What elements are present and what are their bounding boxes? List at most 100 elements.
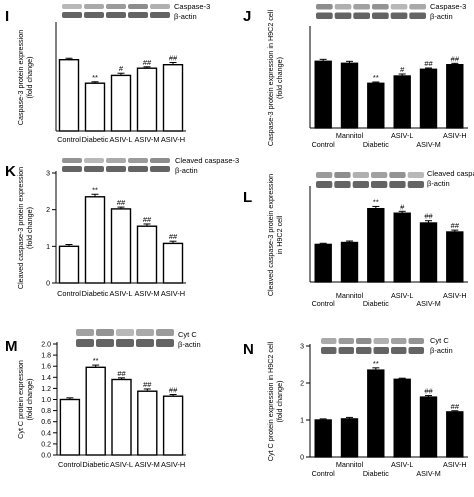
blot-band-target	[389, 172, 406, 178]
significance-mark: ##	[143, 380, 152, 389]
blot-label-actin: β-actin	[427, 179, 450, 188]
y-tick-label: 1.6	[41, 364, 51, 371]
blot-band-target	[338, 338, 354, 344]
blot-band-actin	[390, 12, 408, 19]
chart-panel-m: M Cyt Cβ-actin Cyt C protein expression (fo…	[5, 329, 201, 469]
blot-label-target: Caspase-3	[430, 2, 466, 11]
panel-letter: M	[5, 338, 18, 355]
x-tick-label: ASIV-M	[416, 140, 440, 149]
blot-band-target	[150, 4, 170, 9]
x-tick-label: Control	[312, 140, 336, 149]
y-tick-label: 1.0	[41, 397, 51, 404]
blot-band-actin	[356, 347, 372, 354]
blot-label-actin: β-actin	[178, 340, 201, 349]
y-axis-label: (fold change)	[275, 57, 284, 99]
x-tick-label: Diabetic	[363, 140, 389, 149]
x-tick-label: ASIV-L	[109, 289, 132, 298]
blot-band-actin	[353, 12, 370, 19]
blot-band-actin	[84, 166, 104, 172]
chart-panel-k: K Cleaved caspase-3β-actin Cleaved caspase…	[5, 156, 239, 298]
y-tick-label: 0.4	[41, 430, 51, 437]
bar-asiv-h	[446, 411, 464, 458]
blot-band-target	[76, 329, 94, 336]
blot-band-actin	[84, 12, 104, 18]
y-axis-label: (fold change)	[25, 57, 34, 99]
y-tick-label: 0.6	[41, 419, 51, 426]
blot-band-actin	[373, 347, 389, 354]
significance-mark: **	[93, 356, 99, 365]
x-tick-label: ASIV-H	[443, 291, 467, 300]
significance-mark: ##	[143, 58, 152, 67]
y-axis-label: (fold change)	[25, 379, 34, 421]
panel-letter: N	[243, 341, 254, 358]
x-tick-label: ASIV-L	[391, 131, 413, 140]
bar-asiv-l	[393, 212, 411, 283]
blot-band-target	[390, 4, 408, 10]
panel-letter: L	[243, 189, 252, 206]
bar-mannitol	[340, 62, 359, 129]
blot-band-actin	[409, 12, 426, 19]
blot-band-target	[150, 158, 170, 163]
significance-mark: #	[400, 202, 405, 211]
y-tick-label: 0	[300, 455, 304, 462]
significance-mark: **	[373, 359, 379, 368]
blot-band-target	[334, 172, 351, 178]
x-tick-label: ASIV-H	[443, 131, 467, 140]
blot-band-actin	[321, 347, 337, 354]
x-tick-label: Control	[58, 460, 82, 469]
blot-band-target	[316, 4, 333, 10]
x-tick-label: Control	[57, 289, 81, 298]
y-axis-label: Caspase-3 protein expression	[16, 30, 25, 126]
y-axis-label: Cleaved caspase-3 protein expression	[16, 167, 25, 289]
bar-mannitol	[340, 241, 359, 283]
significance-mark: ##	[424, 59, 433, 68]
y-tick-label: 3	[46, 171, 50, 178]
x-tick-label: ASIV-M	[134, 135, 159, 144]
y-tick-label: 1.2	[41, 386, 51, 393]
blot-label-target: Cleaved caspase-3	[427, 169, 474, 178]
significance-mark: ##	[451, 221, 460, 230]
bar-control	[58, 59, 80, 132]
y-axis-label: (fold change)	[25, 207, 34, 249]
bar-asiv-m	[419, 396, 438, 458]
significance-mark: **	[373, 197, 379, 206]
blot-band-target	[353, 4, 370, 10]
x-tick-label: Diabetic	[363, 299, 389, 308]
panel-letter: K	[5, 163, 16, 180]
blot-band-target	[373, 338, 389, 344]
x-tick-label: Control	[57, 135, 81, 144]
bar-control	[314, 419, 332, 458]
blot-band-actin	[136, 339, 154, 347]
blot-band-target	[84, 158, 104, 163]
bar-diabetic	[84, 82, 106, 132]
blot-band-actin	[338, 347, 354, 354]
x-tick-label: ASIV-L	[391, 460, 413, 469]
bar-diabetic	[367, 207, 385, 283]
blot-band-target	[334, 4, 352, 10]
x-tick-label: ASIV-L	[110, 460, 133, 469]
bar-asiv-h	[162, 63, 184, 132]
blot-band-actin	[389, 181, 406, 188]
x-tick-label: Mannitol	[336, 291, 364, 300]
y-tick-label: 0.2	[41, 441, 51, 448]
blot-band-target	[128, 4, 148, 9]
blot-band-actin	[116, 339, 134, 347]
blot-band-target	[136, 329, 154, 336]
x-tick-label: Diabetic	[82, 289, 109, 298]
chart-panel-l: L Cleaved caspase-3β-actin Cleaved caspase…	[243, 169, 474, 308]
bar-asiv-m	[419, 222, 438, 283]
x-tick-label: Diabetic	[82, 460, 109, 469]
y-tick-label: 1.4	[41, 375, 51, 382]
bar-asiv-l	[393, 378, 411, 458]
blot-band-actin	[150, 166, 170, 172]
blot-band-actin	[391, 347, 407, 354]
bar-asiv-m	[137, 390, 158, 456]
bar-asiv-h	[162, 395, 184, 456]
blot-band-actin	[106, 12, 126, 18]
blot-band-target	[96, 329, 114, 336]
x-tick-label: ASIV-H	[161, 289, 185, 298]
x-tick-label: ASIV-H	[443, 460, 467, 469]
bar-mannitol	[340, 418, 359, 458]
y-tick-label: 0.8	[41, 408, 51, 415]
blot-label-actin: β-actin	[430, 12, 453, 21]
